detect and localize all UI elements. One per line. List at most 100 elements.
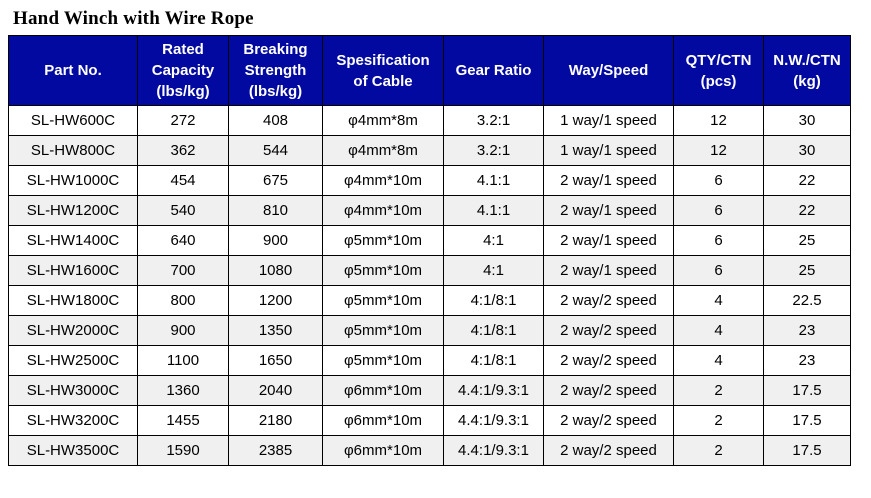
- cell-nw-ctn: 25: [763, 255, 851, 286]
- cell-nw-ctn: 17.5: [763, 405, 851, 436]
- column-header-line: Rated: [162, 41, 204, 58]
- cell-rated-capacity: 800: [137, 285, 229, 316]
- cell-qty-ctn: 6: [673, 165, 764, 196]
- column-header-line: (lbs/kg): [156, 83, 210, 100]
- cell-nw-ctn: 22: [763, 195, 851, 226]
- cell-qty-ctn: 6: [673, 195, 764, 226]
- table-row: SL-HW2500C 1100 1650 φ5mm*10m 4:1/8:1 2 way/2…: [8, 345, 851, 376]
- cell-breaking-strength: 2180: [228, 405, 323, 436]
- cell-breaking-strength: 544: [228, 135, 323, 166]
- cell-nw-ctn: 22.5: [763, 285, 851, 316]
- column-header-line: Part No.: [44, 62, 102, 79]
- cell-way-speed: 1 way/1 speed: [543, 135, 674, 166]
- column-header-qty-ctn: QTY/CTN (pcs): [673, 35, 764, 106]
- cell-part-no: SL-HW3500C: [8, 435, 138, 466]
- cell-way-speed: 1 way/1 speed: [543, 105, 674, 136]
- cell-nw-ctn: 30: [763, 135, 851, 166]
- cell-part-no: SL-HW1200C: [8, 195, 138, 226]
- cell-way-speed: 2 way/1 speed: [543, 195, 674, 226]
- cell-qty-ctn: 4: [673, 315, 764, 346]
- cell-qty-ctn: 4: [673, 345, 764, 376]
- cell-nw-ctn: 25: [763, 225, 851, 256]
- cell-cable-spec: φ6mm*10m: [322, 405, 444, 436]
- cell-qty-ctn: 6: [673, 225, 764, 256]
- hand-winch-spec-table: Part No. Rated Capacity (lbs/kg) Breaking Str…: [8, 35, 851, 466]
- cell-qty-ctn: 4: [673, 285, 764, 316]
- cell-breaking-strength: 1350: [228, 315, 323, 346]
- cell-rated-capacity: 1455: [137, 405, 229, 436]
- column-header-line: Breaking: [243, 41, 308, 58]
- cell-part-no: SL-HW1600C: [8, 255, 138, 286]
- cell-breaking-strength: 900: [228, 225, 323, 256]
- cell-rated-capacity: 700: [137, 255, 229, 286]
- cell-gear-ratio: 3.2:1: [443, 135, 544, 166]
- column-header-line: QTY/CTN: [685, 51, 752, 69]
- cell-cable-spec: φ4mm*10m: [322, 195, 444, 226]
- table-body: SL-HW600C 272 408 φ4mm*8m 3.2:1 1 way/1 speed…: [8, 105, 851, 466]
- table-row: SL-HW1400C 640 900 φ5mm*10m 4:1 2 way/1 speed…: [8, 225, 851, 256]
- cell-breaking-strength: 1080: [228, 255, 323, 286]
- cell-rated-capacity: 640: [137, 225, 229, 256]
- cell-nw-ctn: 17.5: [763, 375, 851, 406]
- cell-gear-ratio: 4:1/8:1: [443, 345, 544, 376]
- cell-qty-ctn: 12: [673, 105, 764, 136]
- table-row: SL-HW1000C 454 675 φ4mm*10m 4.1:1 2 way/1 spe…: [8, 165, 851, 196]
- column-header-way-speed: Way/Speed: [543, 35, 674, 106]
- cell-gear-ratio: 4.4:1/9.3:1: [443, 435, 544, 466]
- column-header-line: Capacity: [151, 62, 215, 79]
- cell-cable-spec: φ4mm*8m: [322, 105, 444, 136]
- cell-cable-spec: φ6mm*10m: [322, 435, 444, 466]
- cell-nw-ctn: 17.5: [763, 435, 851, 466]
- column-header-part-no: Part No.: [8, 35, 138, 106]
- column-header-line: Gear Ratio: [455, 62, 532, 79]
- table-row: SL-HW3500C 1590 2385 φ6mm*10m 4.4:1/9.3:1 2 w…: [8, 435, 851, 466]
- column-header-gear-ratio: Gear Ratio: [443, 35, 544, 106]
- cell-gear-ratio: 3.2:1: [443, 105, 544, 136]
- cell-breaking-strength: 408: [228, 105, 323, 136]
- cell-gear-ratio: 4.4:1/9.3:1: [443, 375, 544, 406]
- cell-cable-spec: φ5mm*10m: [322, 315, 444, 346]
- cell-way-speed: 2 way/2 speed: [543, 345, 674, 376]
- column-header-line: Strength: [244, 62, 307, 79]
- cell-breaking-strength: 2040: [228, 375, 323, 406]
- column-header-line: Spesification: [336, 51, 430, 69]
- cell-nw-ctn: 23: [763, 345, 851, 376]
- column-header-line: Way/Speed: [568, 62, 649, 79]
- column-header-cable-spec: Spesification of Cable: [322, 35, 444, 106]
- table-row: SL-HW1200C 540 810 φ4mm*10m 4.1:1 2 way/1 spe…: [8, 195, 851, 226]
- cell-nw-ctn: 23: [763, 315, 851, 346]
- cell-nw-ctn: 22: [763, 165, 851, 196]
- cell-part-no: SL-HW1400C: [8, 225, 138, 256]
- cell-rated-capacity: 1100: [137, 345, 229, 376]
- cell-cable-spec: φ4mm*10m: [322, 165, 444, 196]
- cell-part-no: SL-HW3000C: [8, 375, 138, 406]
- cell-part-no: SL-HW1800C: [8, 285, 138, 316]
- cell-qty-ctn: 12: [673, 135, 764, 166]
- cell-way-speed: 2 way/2 speed: [543, 435, 674, 466]
- cell-breaking-strength: 1200: [228, 285, 323, 316]
- table-row: SL-HW800C 362 544 φ4mm*8m 3.2:1 1 way/1 speed…: [8, 135, 851, 166]
- cell-cable-spec: φ5mm*10m: [322, 345, 444, 376]
- table-row: SL-HW1600C 700 1080 φ5mm*10m 4:1 2 way/1 spee…: [8, 255, 851, 286]
- cell-qty-ctn: 2: [673, 405, 764, 436]
- cell-cable-spec: φ6mm*10m: [322, 375, 444, 406]
- cell-gear-ratio: 4:1/8:1: [443, 285, 544, 316]
- cell-part-no: SL-HW600C: [8, 105, 138, 136]
- cell-breaking-strength: 1650: [228, 345, 323, 376]
- column-header-line: (lbs/kg): [248, 83, 303, 100]
- cell-way-speed: 2 way/2 speed: [543, 405, 674, 436]
- cell-part-no: SL-HW800C: [8, 135, 138, 166]
- cell-qty-ctn: 2: [673, 435, 764, 466]
- cell-breaking-strength: 675: [228, 165, 323, 196]
- cell-way-speed: 2 way/2 speed: [543, 375, 674, 406]
- cell-part-no: SL-HW2000C: [8, 315, 138, 346]
- cell-cable-spec: φ4mm*8m: [322, 135, 444, 166]
- cell-gear-ratio: 4.4:1/9.3:1: [443, 405, 544, 436]
- cell-part-no: SL-HW2500C: [8, 345, 138, 376]
- cell-rated-capacity: 540: [137, 195, 229, 226]
- cell-gear-ratio: 4.1:1: [443, 195, 544, 226]
- cell-way-speed: 2 way/2 speed: [543, 315, 674, 346]
- cell-way-speed: 2 way/1 speed: [543, 225, 674, 256]
- cell-gear-ratio: 4:1/8:1: [443, 315, 544, 346]
- cell-rated-capacity: 900: [137, 315, 229, 346]
